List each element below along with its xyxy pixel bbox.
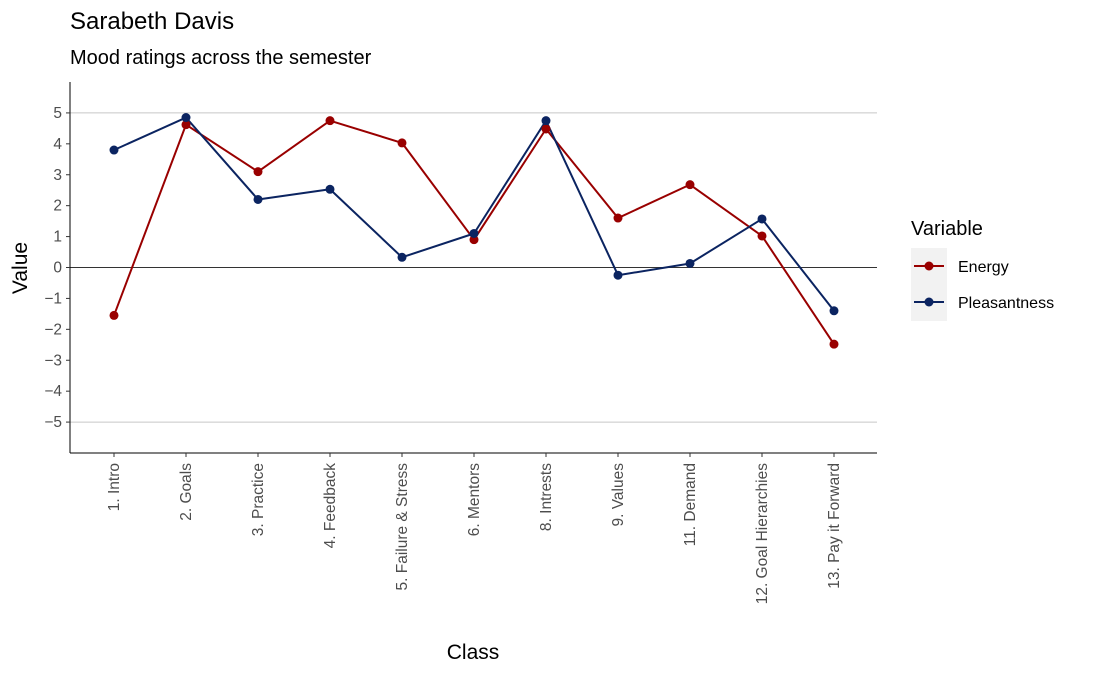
- legend-key-point-pleasantness: [924, 297, 934, 307]
- chart-subtitle: Mood ratings across the semester: [70, 47, 372, 69]
- legend: Variable Energy Pleasantness: [911, 218, 1054, 321]
- data-point-pleasantness: [325, 184, 335, 194]
- y-tick-label: −3: [44, 352, 62, 369]
- legend-label-pleasantness: Pleasantness: [958, 295, 1054, 312]
- x-tick-label: 4. Feedback: [322, 463, 339, 549]
- x-axis-ticks: 1. Intro 2. Goals 3. Practice 4. Feedback 5.…: [106, 453, 843, 604]
- data-point-energy: [685, 180, 695, 190]
- data-point-energy: [397, 138, 407, 148]
- x-tick-label: 12. Goal Hierarchies: [754, 463, 771, 605]
- data-point-energy: [325, 116, 335, 126]
- y-tick-label: 2: [53, 198, 62, 215]
- data-point-energy: [181, 120, 191, 130]
- data-point-pleasantness: [757, 214, 767, 224]
- y-tick-label: −5: [44, 414, 62, 431]
- x-tick-label: 8. Intrests: [538, 463, 555, 531]
- legend-key-background: [911, 248, 947, 321]
- series-line-pleasantness: [113, 116, 835, 312]
- data-point-pleasantness: [469, 228, 479, 238]
- data-point-energy: [757, 231, 767, 241]
- data-point-energy: [469, 235, 479, 245]
- data-point-pleasantness: [613, 270, 623, 280]
- data-point-pleasantness: [685, 258, 695, 268]
- data-point-energy: [253, 167, 263, 177]
- legend-label-energy: Energy: [958, 259, 1009, 276]
- y-tick-label: 4: [53, 136, 62, 153]
- x-tick-label: 11. Demand: [682, 463, 699, 546]
- data-point-pleasantness: [253, 194, 263, 204]
- y-tick-label: −4: [44, 383, 62, 400]
- y-tick-label: 5: [53, 105, 62, 122]
- chart-title: Sarabeth Davis: [70, 8, 234, 35]
- data-point-pleasantness: [181, 113, 191, 123]
- legend-key-point-energy: [924, 261, 934, 271]
- x-tick-label: 2. Goals: [178, 463, 195, 521]
- gridlines: [70, 112, 877, 423]
- y-tick-label: 3: [53, 167, 62, 184]
- x-tick-label: 1. Intro: [106, 463, 123, 511]
- data-series: [109, 113, 839, 349]
- x-tick-label: 6. Mentors: [466, 463, 483, 536]
- x-axis-title: Class: [447, 641, 500, 664]
- data-point-pleasantness: [829, 306, 839, 316]
- data-point-pleasantness: [397, 252, 407, 262]
- data-point-energy: [541, 124, 551, 134]
- y-axis-title: Value: [9, 242, 32, 294]
- x-tick-label: 13. Pay it Forward: [826, 463, 843, 589]
- y-tick-label: −2: [44, 321, 62, 338]
- y-tick-label: −1: [44, 290, 62, 307]
- y-tick-label: 0: [53, 260, 62, 277]
- data-point-pleasantness: [109, 145, 119, 155]
- data-point-pleasantness: [541, 116, 551, 126]
- y-axis-ticks: −5 −4 −3 −2 −1 0 1 2 3 4 5: [44, 105, 70, 431]
- x-tick-label: 5. Failure & Stress: [394, 463, 411, 591]
- x-tick-label: 3. Practice: [250, 463, 267, 536]
- data-point-energy: [829, 339, 839, 349]
- data-point-energy: [109, 310, 119, 320]
- x-tick-label: 9. Values: [610, 463, 627, 527]
- legend-title: Variable: [911, 218, 983, 240]
- y-tick-label: 1: [53, 229, 62, 246]
- data-point-energy: [613, 213, 623, 223]
